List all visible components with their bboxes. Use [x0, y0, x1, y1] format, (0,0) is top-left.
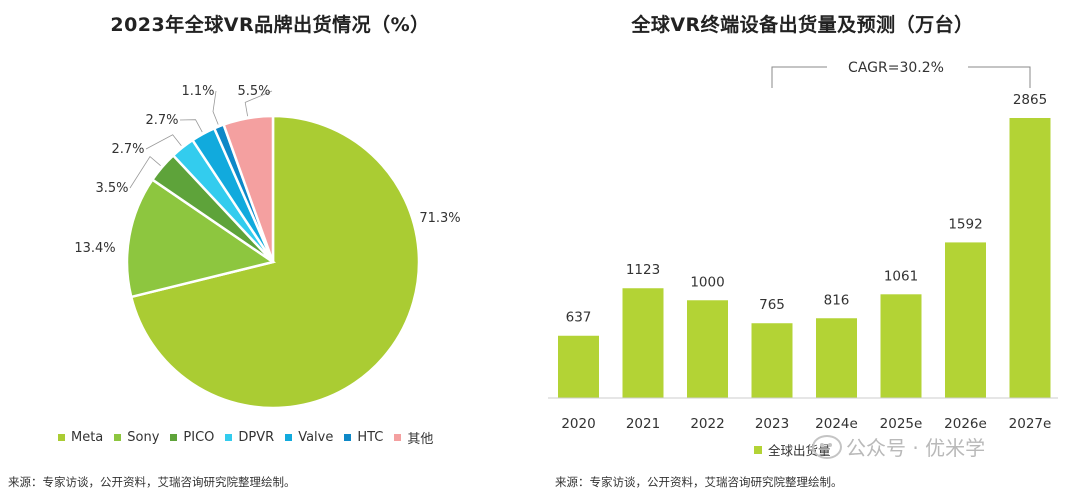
- bar-2022: [687, 300, 728, 398]
- legend-item-htc: HTC: [344, 430, 383, 445]
- bar-value-label: 1061: [884, 268, 918, 284]
- legend-item-dpvr: DPVR: [225, 430, 274, 445]
- pie-slice-sony: [125, 177, 277, 299]
- legend-swatch: [344, 434, 352, 441]
- bar-2024e: [816, 318, 857, 398]
- pie-leader-line: [212, 90, 219, 125]
- x-tick-label: 2026e: [944, 416, 987, 432]
- pie-label-其他: 5.5%: [237, 84, 270, 99]
- legend-swatch: [285, 434, 293, 441]
- bar-value-label: 816: [824, 292, 850, 308]
- bar-2027e: [1009, 118, 1051, 398]
- pie-label-valve: 2.7%: [145, 113, 178, 128]
- right-source-note: 来源：专家访谈，公开资料，艾瑞咨询研究院整理绘制。: [555, 475, 843, 489]
- legend-item-其他: 其他: [394, 428, 433, 447]
- pie-slice-其他: [222, 114, 275, 263]
- bar-2025e: [880, 294, 922, 398]
- bar-value-label: 1123: [626, 262, 660, 278]
- pie-legend: Meta Sony PICO DPVR Valve HTC 其他: [58, 428, 444, 447]
- bar-legend-swatch: [754, 445, 762, 454]
- pie-label-meta: 71.3%: [419, 211, 460, 226]
- pie-label-sony: 13.4%: [74, 241, 115, 256]
- pie-chart: 71.3%13.4%3.5%2.7%2.7%1.1% 5.5%: [74, 84, 461, 410]
- bar-value-label: 637: [566, 310, 592, 326]
- x-tick-label: 2025e: [880, 416, 923, 432]
- watermark: 公众号 · 优米学: [812, 432, 985, 461]
- pie-leader-line: [244, 90, 273, 117]
- legend-swatch: [225, 434, 233, 441]
- legend-label: 其他: [407, 432, 434, 447]
- watermark-text: 公众号 · 优米学: [846, 436, 986, 460]
- bar-value-label: 2865: [1013, 92, 1047, 108]
- bar-value-label: 765: [759, 297, 785, 313]
- legend-item-meta: Meta: [58, 430, 103, 445]
- bar-value-label: 1592: [948, 216, 982, 232]
- pie-leader-line: [145, 134, 182, 150]
- legend-label: Meta: [71, 430, 104, 445]
- bar-2021: [622, 288, 664, 398]
- legend-label: HTC: [357, 430, 384, 445]
- legend-swatch: [394, 434, 402, 441]
- legend-label: Valve: [298, 430, 334, 445]
- bar-2026e: [945, 242, 986, 398]
- pie-label-htc: 1.1%: [181, 84, 214, 99]
- shipment-panel: 全球VR终端设备出货量及预测（万台） 来源：专家访谈，公开资料，艾瑞咨询研究院整…: [540, 0, 1065, 490]
- bar-2020: [558, 335, 599, 398]
- legend-item-valve: Valve: [285, 430, 333, 445]
- cagr-bracket: [968, 66, 1031, 88]
- bar-chart: 637 2020 1123 2021 1000 2022 765 2023 816 2024e 10…: [548, 60, 1058, 432]
- bar-value-label: 1000: [690, 274, 724, 290]
- x-tick-label: 2024e: [815, 416, 858, 432]
- x-tick-label: 2020: [561, 416, 595, 432]
- bar-2023: [751, 323, 793, 398]
- pie-leader-line: [179, 119, 203, 133]
- x-tick-label: 2027e: [1009, 416, 1052, 432]
- legend-swatch: [170, 434, 178, 441]
- bar-chart-title: 全球VR终端设备出货量及预测（万台）: [631, 14, 974, 36]
- legend-item-sony: Sony: [114, 430, 159, 445]
- cagr-label: CAGR=30.2%: [848, 60, 944, 76]
- wechat-icon: [812, 434, 842, 459]
- pie-chart-title: 2023年全球VR品牌出货情况（%）: [110, 14, 430, 36]
- x-tick-label: 2023: [755, 416, 789, 432]
- legend-label: Sony: [127, 430, 160, 445]
- pie-leader-line: [129, 155, 161, 189]
- x-tick-label: 2021: [626, 416, 660, 432]
- x-tick-label: 2022: [690, 416, 724, 432]
- legend-label: PICO: [183, 430, 215, 445]
- left-source-note: 来源：专家访谈，公开资料，艾瑞咨询研究院整理绘制。: [8, 475, 296, 489]
- legend-item-pico: PICO: [170, 430, 214, 445]
- brand-share-panel: 2023年全球VR品牌出货情况（%） 71.3% 13.4% 3.5% 2.7% 2.7…: [8, 14, 461, 489]
- cagr-bracket: [771, 66, 827, 88]
- legend-swatch: [114, 434, 122, 441]
- pie-label-dpvr: 2.7%: [111, 142, 144, 157]
- legend-label: DPVR: [238, 430, 275, 445]
- pie-label-pico: 3.5%: [95, 181, 128, 196]
- legend-swatch: [58, 434, 65, 441]
